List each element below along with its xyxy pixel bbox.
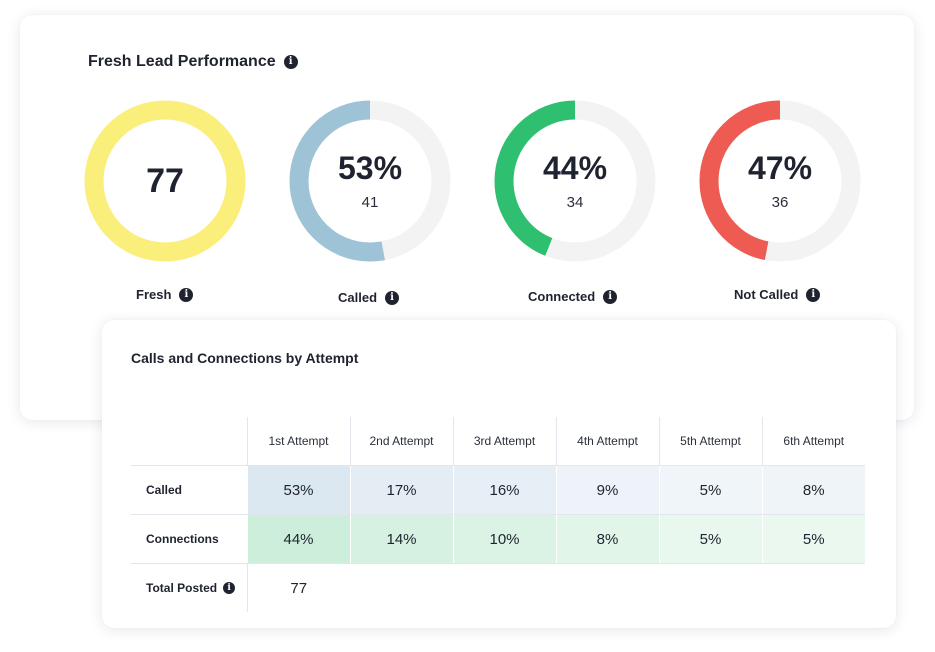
attempts-table: 1st Attempt 2nd Attempt 3rd Attempt 4th …	[131, 417, 865, 612]
connected-percent: 44%	[542, 149, 608, 186]
header-attempt-2: 2nd Attempt	[349, 417, 453, 466]
fresh-gauge: 77	[83, 99, 247, 263]
fresh-value: 77	[146, 162, 184, 200]
called-cell-4: 9%	[555, 465, 659, 515]
called-count: 41	[361, 193, 379, 211]
fresh-gauge-arc	[84, 100, 246, 262]
calls-connections-card: Calls and Connections by Attempt 1st Att…	[102, 320, 896, 628]
info-icon[interactable]: i	[603, 289, 618, 304]
connections-row-label: Connections	[131, 514, 247, 564]
corner-cell	[131, 417, 247, 466]
header-attempt-4: 4th Attempt	[555, 417, 659, 466]
not-called-label: Not Called	[734, 287, 799, 302]
called-percent: 53%	[337, 149, 403, 186]
called-cell-1: 53%	[246, 465, 350, 515]
called-cell-5: 5%	[658, 465, 762, 515]
connected-gauge: 44% 34	[493, 99, 657, 263]
called-gauge-arc	[289, 100, 451, 262]
not-called-percent: 47%	[747, 149, 813, 186]
called-cell-2: 17%	[349, 465, 453, 515]
total-posted-label-cell: Total Posted i	[131, 564, 247, 613]
info-icon[interactable]: i	[806, 287, 821, 302]
connected-label: Connected	[528, 289, 596, 304]
called-row: Called 53% 17% 16% 9% 5% 8%	[131, 465, 865, 515]
header-attempt-6: 6th Attempt	[761, 417, 865, 466]
attempts-title-row: Calls and Connections by Attempt	[131, 350, 358, 366]
connections-cell-6: 5%	[761, 514, 865, 564]
fresh-label: Fresh	[136, 287, 172, 302]
info-icon[interactable]: i	[385, 290, 400, 305]
header-attempt-5: 5th Attempt	[658, 417, 762, 466]
header-attempt-3: 3rd Attempt	[452, 417, 556, 466]
total-posted-value: 77	[246, 563, 350, 612]
total-posted-empty	[350, 564, 865, 613]
called-label: Called	[338, 290, 378, 305]
info-icon[interactable]: i	[179, 287, 194, 302]
not-called-count: 36	[771, 193, 789, 211]
info-icon[interactable]: i	[223, 582, 236, 594]
attempts-title: Calls and Connections by Attempt	[131, 350, 359, 366]
connected-gauge-arc	[494, 100, 656, 262]
header-row: 1st Attempt 2nd Attempt 3rd Attempt 4th …	[131, 417, 865, 466]
info-icon[interactable]: i	[283, 55, 298, 69]
connections-cell-1: 44%	[246, 514, 350, 564]
connections-cell-3: 10%	[452, 514, 556, 564]
connections-cell-4: 8%	[555, 514, 659, 564]
called-label-row: Called i	[338, 290, 400, 305]
connections-row: Connections 44% 14% 10% 8% 5% 5%	[131, 514, 865, 564]
header-attempt-1: 1st Attempt	[246, 417, 350, 466]
connected-count: 34	[566, 193, 584, 211]
connections-cell-2: 14%	[349, 514, 453, 564]
total-posted-label: Total Posted	[146, 581, 218, 595]
called-row-label: Called	[131, 465, 247, 515]
performance-title-row: Fresh Lead Performance i	[88, 53, 298, 71]
performance-title: Fresh Lead Performance	[88, 53, 276, 70]
connections-cell-5: 5%	[658, 514, 762, 564]
total-posted-row: Total Posted i 77	[131, 563, 865, 613]
not-called-label-row: Not Called i	[734, 287, 821, 302]
called-gauge: 53% 41	[288, 99, 452, 263]
not-called-gauge: 47% 36	[698, 99, 862, 263]
called-cell-3: 16%	[452, 465, 556, 515]
connected-label-row: Connected i	[528, 289, 618, 304]
called-cell-6: 8%	[761, 465, 865, 515]
not-called-gauge-arc	[699, 100, 861, 262]
fresh-label-row: Fresh i	[136, 287, 194, 302]
